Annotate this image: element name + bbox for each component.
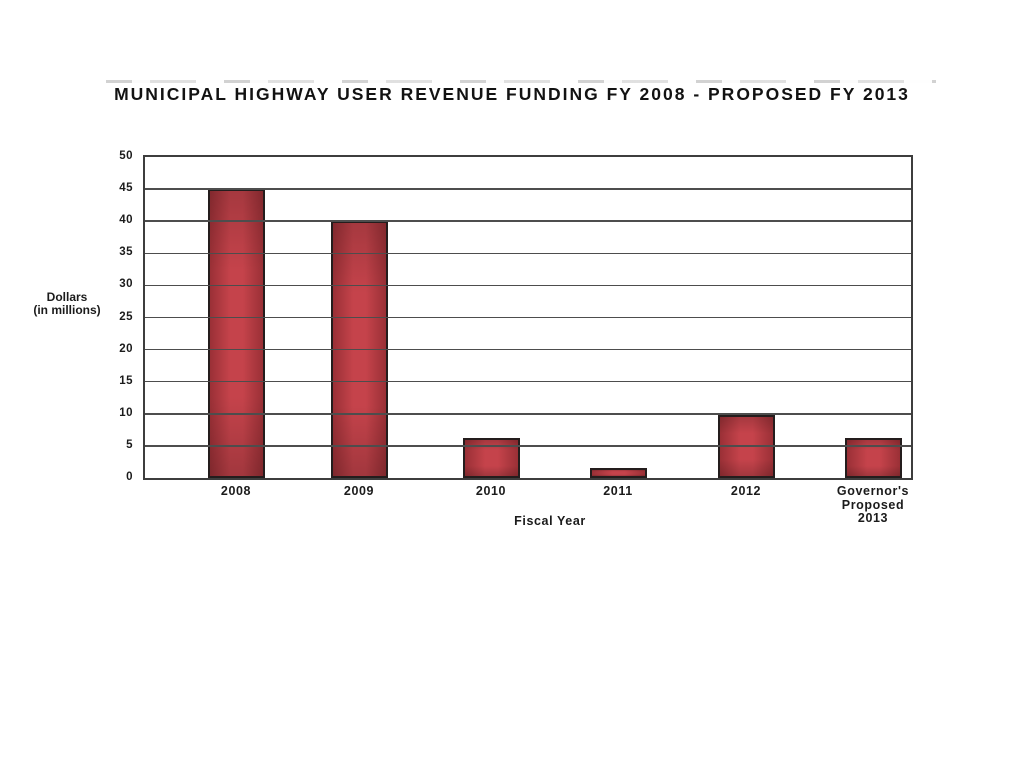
gridline-35 [145,252,911,255]
y-tick-label-10: 10 [119,406,133,419]
chart-title: MUNICIPAL HIGHWAY USER REVENUE FUNDING F… [114,84,910,104]
y-tick-label-25: 25 [119,310,133,323]
y-tick-label-20: 20 [119,342,133,355]
y-tick-label-35: 35 [119,246,133,259]
gridline-5 [145,445,911,447]
gridline-45 [145,188,911,190]
plot-area [143,155,913,480]
scan-artifact-line [106,80,936,83]
gridline-30 [145,284,911,287]
bar-2011 [589,468,647,478]
y-axis-title: Dollars (in millions) [33,290,101,317]
x-tick-label-1: 2008 [220,484,252,498]
y-tick-label-45: 45 [119,182,133,195]
gridline-20 [145,348,911,351]
gridline-25 [145,316,911,319]
x-tick-label-5: 2012 [730,484,762,498]
x-tick-label-4: 2011 [603,484,633,498]
y-tick-label-0: 0 [126,471,133,483]
y-tick-label-30: 30 [119,278,133,291]
y-tick-label-15: 15 [119,374,133,387]
x-tick-label-6: Governor's Proposed 2013 [836,484,910,525]
gridline-10 [145,413,911,415]
y-tick-label-40: 40 [119,214,133,227]
x-axis-title: Fiscal Year [514,514,586,528]
y-tick-label-5: 5 [126,438,133,451]
x-tick-label-2: 2009 [343,484,375,498]
gridline-15 [145,380,911,383]
x-tick-label-3: 2010 [475,484,507,498]
bar-2008 [207,189,265,478]
gridline-40 [145,220,911,222]
y-tick-label-50: 50 [119,150,133,162]
